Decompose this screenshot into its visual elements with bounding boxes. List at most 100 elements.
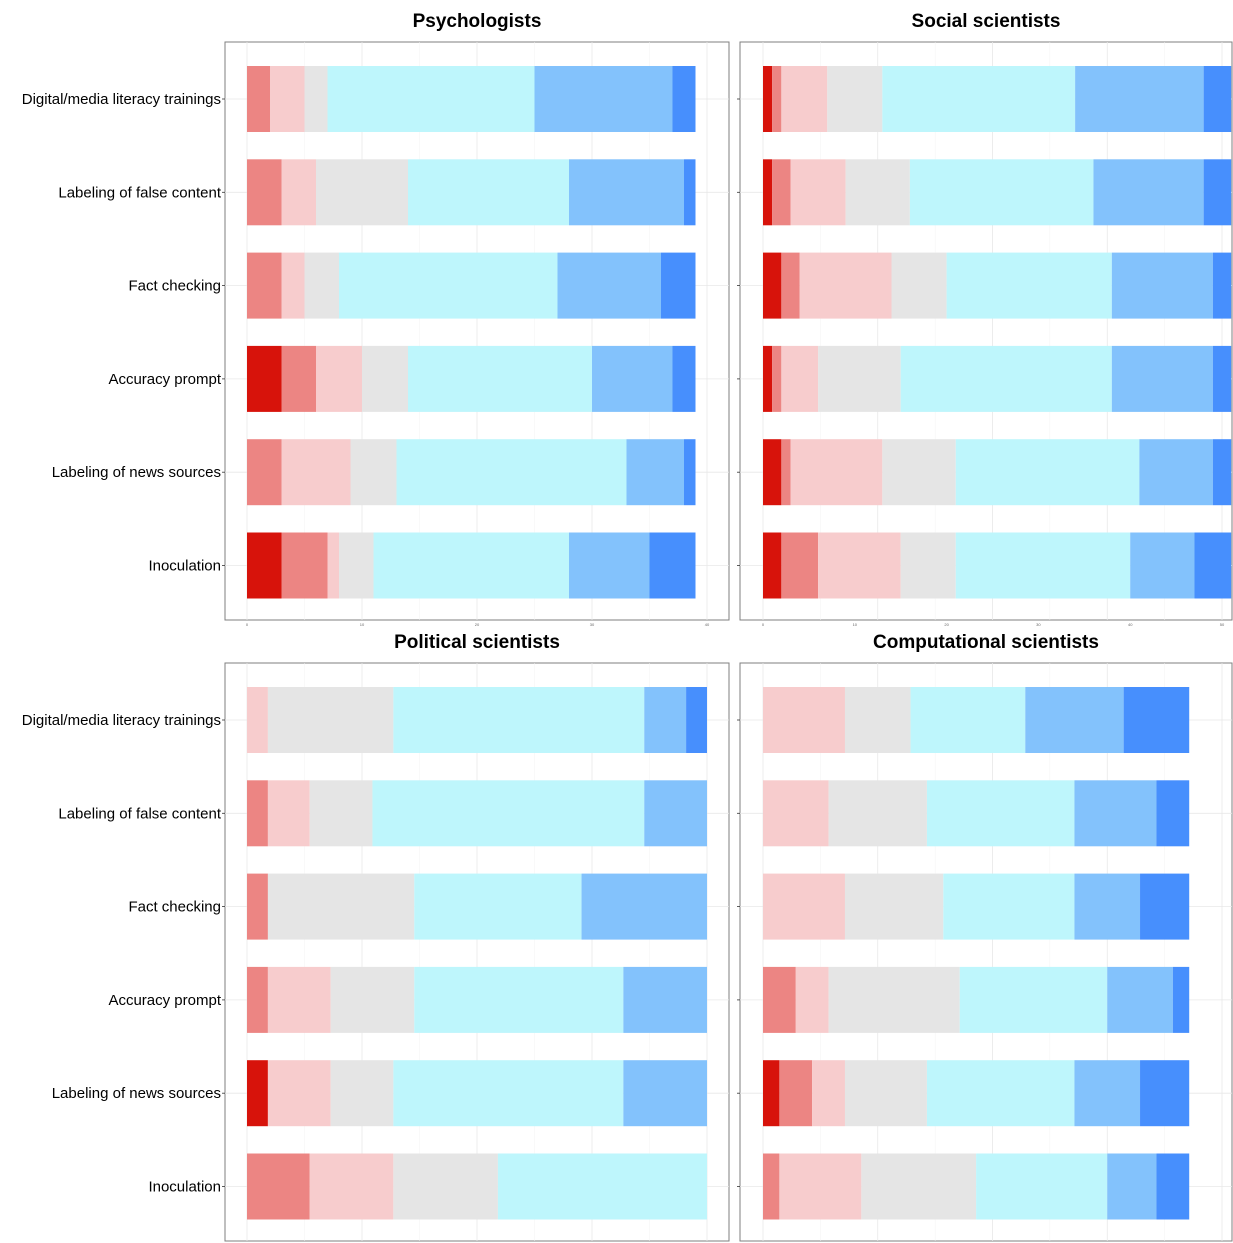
bar-segment (1139, 439, 1213, 506)
bar-segment (827, 66, 883, 132)
category-label: Accuracy prompt (108, 992, 221, 1009)
x-tick-label: 40 (1128, 622, 1133, 627)
bar-segment (497, 1153, 707, 1220)
category-label: Digital/media literacy trainings (22, 712, 221, 729)
bar-segment (1107, 966, 1173, 1033)
bar-segment (672, 66, 696, 132)
bar-segment (812, 1060, 845, 1127)
x-tick-label: 10 (360, 622, 365, 627)
bar-segment (779, 1153, 862, 1220)
x-tick-label: 40 (705, 622, 710, 627)
bar-segment (372, 780, 645, 847)
bar-segment (373, 532, 569, 599)
bar-segment (763, 159, 773, 226)
bar-segment (393, 1153, 498, 1220)
bar-segment (270, 66, 305, 132)
bar-segment (247, 252, 282, 319)
bar-segment (247, 780, 268, 847)
bar-segment (959, 966, 1108, 1033)
bar-segment (1203, 159, 1232, 226)
category-label: Inoculation (148, 558, 221, 575)
bar-segment (247, 687, 268, 753)
bar-segment (1075, 66, 1204, 132)
bar-segment (763, 66, 773, 132)
bar-segment (1111, 252, 1213, 319)
bar-segment (267, 873, 415, 940)
category-label: Labeling of false content (58, 805, 221, 822)
bar-segment (316, 159, 408, 226)
category-label: Digital/media literacy trainings (22, 91, 221, 108)
bar-segment (309, 1153, 394, 1220)
bar-segment (1140, 873, 1190, 940)
x-tick-label: 20 (475, 622, 480, 627)
bar-segment (976, 1153, 1108, 1220)
bar-segment (644, 780, 707, 847)
bar-segment (684, 439, 696, 506)
bar-segment (790, 439, 883, 506)
bar-segment (763, 345, 773, 412)
bar-segment (1074, 873, 1141, 940)
bar-segment (844, 1060, 927, 1127)
bar-segment (684, 159, 696, 226)
category-label: Fact checking (128, 899, 221, 916)
bar-segment (330, 966, 415, 1033)
bar-segment (772, 159, 791, 226)
panel-title: Computational scientists (873, 632, 1099, 653)
bar-segment (557, 252, 661, 319)
bar-segment (247, 966, 268, 1033)
bar-segment (763, 780, 829, 847)
bar-segment (267, 687, 394, 753)
panel-computational-scientists: Computational scientists (737, 632, 1233, 1242)
bar-segment (1074, 1060, 1141, 1127)
bar-segment (281, 159, 316, 226)
bar-segment (955, 439, 1140, 506)
bar-segment (623, 966, 707, 1033)
bar-segment (1107, 1153, 1157, 1220)
bar-segment (247, 439, 282, 506)
bar-segment (882, 66, 1076, 132)
bar-segment (1156, 780, 1190, 847)
bar-segment (408, 159, 569, 226)
bar-segment (408, 345, 592, 412)
bar-segment (393, 1060, 624, 1127)
bar-segment (781, 345, 819, 412)
bar-segment (414, 966, 624, 1033)
x-tick-label: 30 (590, 622, 595, 627)
bar-segment (790, 159, 846, 226)
bar-segment (247, 1060, 268, 1127)
bar-segment (1074, 780, 1157, 847)
bar-segment (304, 252, 339, 319)
bar-segment (626, 439, 684, 506)
bar-segment (781, 252, 800, 319)
panel-psychologists: Psychologists Digital/media literacy trai… (22, 11, 730, 627)
bar-segment (281, 532, 328, 599)
bar-segment (623, 1060, 707, 1127)
bar-segment (267, 1060, 331, 1127)
bar-segment (1212, 252, 1232, 319)
bar-segment (247, 345, 282, 412)
x-tick-label: 30 (1036, 622, 1041, 627)
bar-segment (1212, 345, 1232, 412)
bar-segment (772, 66, 782, 132)
bar-segment (592, 345, 673, 412)
bar-segment (763, 966, 796, 1033)
bar-segment (828, 966, 960, 1033)
bar-segment (569, 532, 650, 599)
x-tick-label: 10 (853, 622, 858, 627)
bar-segment (763, 1153, 780, 1220)
bar-segment (1140, 1060, 1190, 1127)
bar-segment (327, 532, 339, 599)
bar-segment (891, 252, 947, 319)
bar-segment (900, 532, 956, 599)
bar-segment (1212, 439, 1232, 506)
x-tick-label: 0 (246, 622, 249, 627)
bar-segment (946, 252, 1112, 319)
bar-segment (247, 873, 268, 940)
bar-segment (1156, 1153, 1190, 1220)
bar-segment (304, 66, 328, 132)
bar-segment (1194, 532, 1232, 599)
bar-segment (1123, 687, 1190, 753)
bar-segment (396, 439, 627, 506)
bar-segment (350, 439, 397, 506)
bar-segment (844, 687, 911, 753)
